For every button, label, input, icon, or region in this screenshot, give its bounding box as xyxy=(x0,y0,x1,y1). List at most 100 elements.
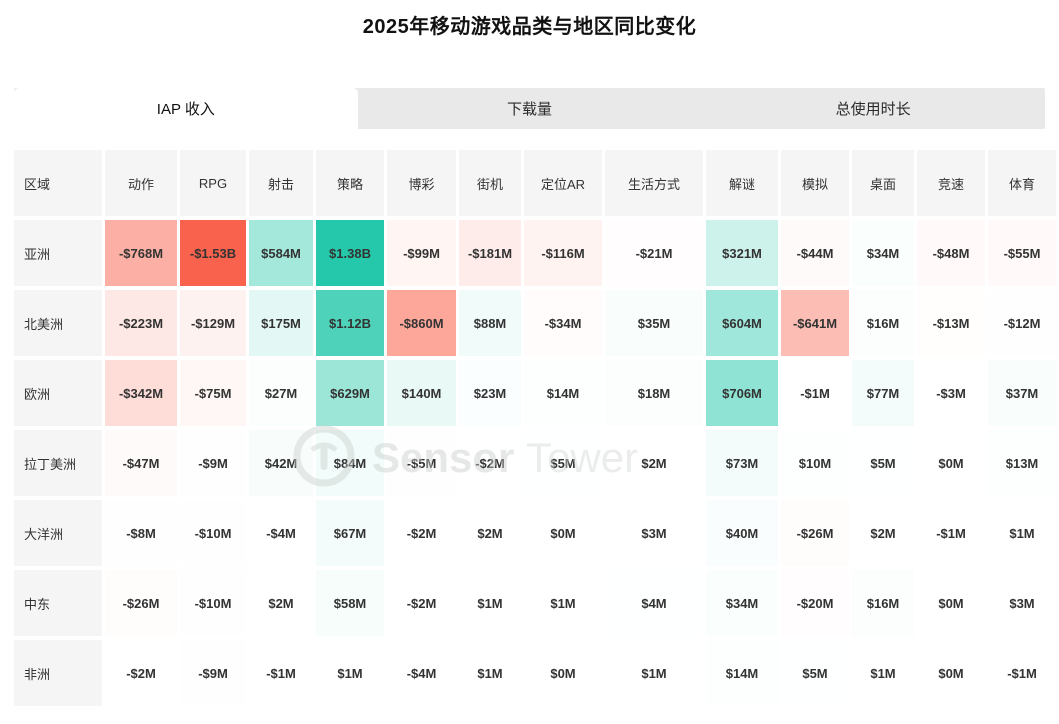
heatmap-cell: -$75M xyxy=(180,360,246,426)
heatmap-cell: $58M xyxy=(316,570,384,636)
column-header: 博彩 xyxy=(387,150,456,216)
heatmap-cell: -$10M xyxy=(180,500,246,566)
column-header: 射击 xyxy=(249,150,313,216)
heatmap-cell: $1M xyxy=(605,640,703,706)
heatmap-cell: -$4M xyxy=(387,640,456,706)
heatmap-cell: -$10M xyxy=(180,570,246,636)
heatmap-cell: $0M xyxy=(917,640,985,706)
heatmap-cell: $40M xyxy=(706,500,778,566)
heatmap-cell: $0M xyxy=(524,500,602,566)
heatmap-cell: $2M xyxy=(249,570,313,636)
heatmap-cell: -$21M xyxy=(605,220,703,286)
heatmap-cell: -$2M xyxy=(387,570,456,636)
heatmap-cell: -$47M xyxy=(105,430,177,496)
row-header-region: 亚洲 xyxy=(14,220,102,286)
heatmap-cell: -$9M xyxy=(180,430,246,496)
column-header: 体育 xyxy=(988,150,1056,216)
heatmap-cell: $84M xyxy=(316,430,384,496)
heatmap-cell: $1.38B xyxy=(316,220,384,286)
heatmap-table: 区域 动作 RPG 射击 策略 博彩 街机 定位AR 生活方式 解谜 模拟 桌面 竞速 体育 亚洲 -$768… xyxy=(14,150,1056,706)
heatmap-cell: $140M xyxy=(387,360,456,426)
column-header: 定位AR xyxy=(524,150,602,216)
column-header: RPG xyxy=(180,150,246,216)
heatmap-cell: $0M xyxy=(524,640,602,706)
heatmap-cell: -$129M xyxy=(180,290,246,356)
heatmap-cell: -$8M xyxy=(105,500,177,566)
heatmap-cell: $2M xyxy=(459,500,521,566)
heatmap-cell: -$34M xyxy=(524,290,602,356)
page-title: 2025年移动游戏品类与地区同比变化 xyxy=(362,16,697,38)
heatmap-cell: $5M xyxy=(524,430,602,496)
row-header-region: 大洋洲 xyxy=(14,500,102,566)
heatmap-cell: -$1M xyxy=(917,500,985,566)
tab-downloads[interactable]: 下载量 xyxy=(507,101,553,118)
heatmap-cell: $321M xyxy=(706,220,778,286)
column-header: 模拟 xyxy=(781,150,849,216)
heatmap-cell: $67M xyxy=(316,500,384,566)
heatmap-cell: $35M xyxy=(605,290,703,356)
heatmap-cell: $1M xyxy=(524,570,602,636)
heatmap-cell: $1M xyxy=(988,500,1056,566)
column-header: 街机 xyxy=(459,150,521,216)
heatmap-cell: -$4M xyxy=(249,500,313,566)
heatmap-cell: $88M xyxy=(459,290,521,356)
heatmap-cell: $629M xyxy=(316,360,384,426)
heatmap-cell: $16M xyxy=(852,570,914,636)
heatmap-cell: $73M xyxy=(706,430,778,496)
heatmap-cell: $1M xyxy=(852,640,914,706)
heatmap-cell: -$181M xyxy=(459,220,521,286)
row-header-region: 拉丁美洲 xyxy=(14,430,102,496)
heatmap-cell: $4M xyxy=(605,570,703,636)
heatmap-cell: -$9M xyxy=(180,640,246,706)
column-header: 桌面 xyxy=(852,150,914,216)
column-header: 动作 xyxy=(105,150,177,216)
heatmap-cell: $175M xyxy=(249,290,313,356)
heatmap-cell: $5M xyxy=(852,430,914,496)
heatmap-cell: $3M xyxy=(605,500,703,566)
heatmap-cell: $1M xyxy=(459,640,521,706)
heatmap-cell: -$55M xyxy=(988,220,1056,286)
heatmap-cell: $706M xyxy=(706,360,778,426)
tab-iap-revenue[interactable]: IAP 收入 xyxy=(14,88,358,129)
heatmap-cell: -$1.53B xyxy=(180,220,246,286)
heatmap-cell: $1M xyxy=(459,570,521,636)
heatmap-cell: -$1M xyxy=(249,640,313,706)
column-header: 策略 xyxy=(316,150,384,216)
heatmap-cell: -$223M xyxy=(105,290,177,356)
heatmap-cell: $1M xyxy=(316,640,384,706)
heatmap-cell: $42M xyxy=(249,430,313,496)
heatmap-cell: -$768M xyxy=(105,220,177,286)
heatmap-cell: $3M xyxy=(988,570,1056,636)
row-header-region: 中东 xyxy=(14,570,102,636)
heatmap-cell: -$641M xyxy=(781,290,849,356)
heatmap-cell: $1.12B xyxy=(316,290,384,356)
heatmap-cell: $37M xyxy=(988,360,1056,426)
heatmap-cell: -$26M xyxy=(781,500,849,566)
heatmap-cell: -$342M xyxy=(105,360,177,426)
heatmap-cell: -$860M xyxy=(387,290,456,356)
heatmap-cell: $0M xyxy=(917,570,985,636)
heatmap-cell: -$5M xyxy=(387,430,456,496)
heatmap-cell: -$1M xyxy=(781,360,849,426)
heatmap-cell: $18M xyxy=(605,360,703,426)
heatmap-cell: -$2M xyxy=(105,640,177,706)
heatmap-cell: -$2M xyxy=(387,500,456,566)
heatmap-cell: -$1M xyxy=(988,640,1056,706)
heatmap-cell: $10M xyxy=(781,430,849,496)
tab-total-usage-time[interactable]: 总使用时长 xyxy=(835,101,911,118)
heatmap-cell: $27M xyxy=(249,360,313,426)
heatmap-cell: -$44M xyxy=(781,220,849,286)
heatmap-cell: $77M xyxy=(852,360,914,426)
column-header-region: 区域 xyxy=(14,150,102,216)
heatmap-cell: $34M xyxy=(706,570,778,636)
heatmap-cell: -$3M xyxy=(917,360,985,426)
heatmap-cell: $14M xyxy=(706,640,778,706)
column-header: 竞速 xyxy=(917,150,985,216)
metric-tab-bar: IAP 收入 下载量 总使用时长 xyxy=(14,88,1045,129)
heatmap-cell: -$20M xyxy=(781,570,849,636)
heatmap-cell: $14M xyxy=(524,360,602,426)
column-header: 生活方式 xyxy=(605,150,703,216)
heatmap-cell: $23M xyxy=(459,360,521,426)
row-header-region: 欧洲 xyxy=(14,360,102,426)
